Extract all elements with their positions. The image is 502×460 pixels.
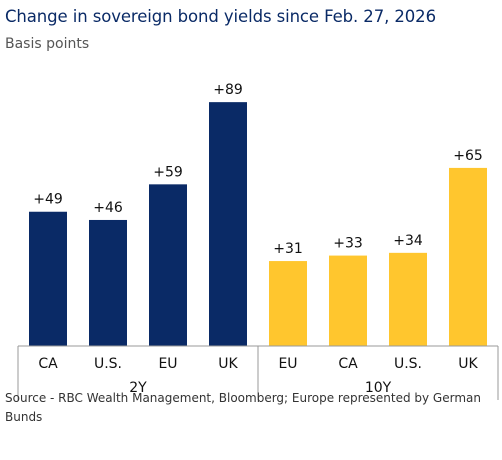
category-tick-label: CA — [38, 356, 58, 372]
bar — [209, 102, 247, 346]
data-label: +33 — [333, 236, 363, 252]
data-label: +65 — [453, 148, 483, 164]
category-tick-label: EU — [158, 356, 177, 372]
group-label: 10Y — [365, 380, 392, 396]
source-note: Source - RBC Wealth Management, Bloomber… — [5, 391, 481, 424]
data-label: +34 — [393, 233, 423, 249]
group-label: 2Y — [129, 380, 147, 396]
category-tick-label: CA — [338, 356, 358, 372]
bar — [389, 252, 427, 346]
bar — [89, 219, 127, 346]
data-label: +59 — [153, 164, 183, 180]
data-label: +46 — [93, 200, 123, 216]
bar — [269, 261, 307, 346]
chart-subtitle: Basis points — [5, 36, 90, 52]
data-label: +49 — [33, 192, 63, 208]
chart-title: Change in sovereign bond yields since Fe… — [5, 7, 436, 26]
bar — [329, 255, 367, 346]
category-tick-label: U.S. — [94, 356, 122, 372]
category-tick-label: UK — [218, 356, 238, 372]
category-tick-label: EU — [278, 356, 297, 372]
data-label: +31 — [273, 241, 303, 257]
bar — [149, 184, 187, 346]
bar — [449, 167, 487, 346]
category-tick-label: UK — [458, 356, 478, 372]
bar — [29, 211, 67, 346]
category-tick-label: U.S. — [394, 356, 422, 372]
data-label: +89 — [213, 82, 243, 98]
